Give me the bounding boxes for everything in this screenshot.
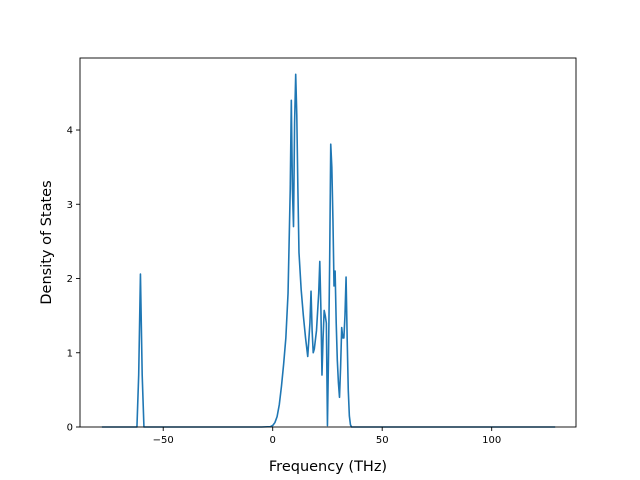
dos-series-line (101, 73, 556, 428)
x-tick-label: 100 (482, 435, 501, 446)
x-tick-label: 50 (376, 435, 389, 446)
axes-frame (79, 57, 577, 428)
y-tick-label: 1 (67, 348, 73, 359)
y-tick-label: 3 (67, 200, 73, 211)
y-axis-ticks: 0 1 2 3 4 (67, 126, 80, 434)
y-axis-label: Density of States (39, 180, 55, 304)
y-tick-label: 4 (67, 126, 73, 137)
plot-area (101, 73, 556, 428)
x-axis-label: Frequency (THz) (269, 459, 387, 475)
y-tick-label: 2 (67, 274, 73, 285)
x-axis-ticks: −50 0 50 100 (153, 427, 501, 446)
y-tick-label: 0 (67, 423, 73, 434)
x-tick-label: 0 (270, 435, 276, 446)
x-tick-label: −50 (153, 435, 174, 446)
